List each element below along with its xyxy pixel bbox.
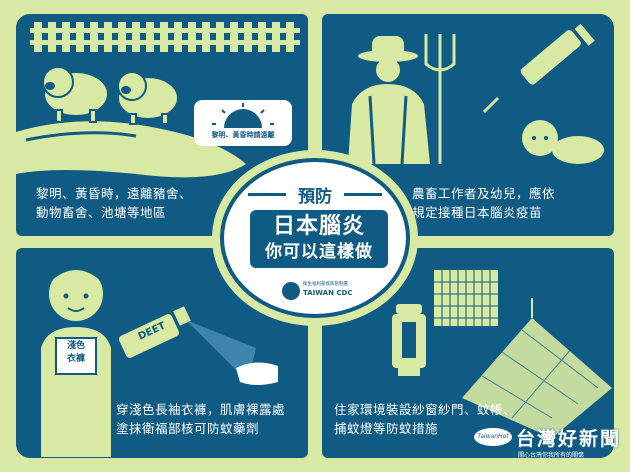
cdc-logo-icon <box>282 282 300 300</box>
baby <box>522 120 604 164</box>
window-screen-icon <box>434 270 498 326</box>
clothing-illustration <box>39 264 278 458</box>
pig-1 <box>42 66 109 123</box>
cdc-logo: 衛生福利部疾病管制署 TAIWAN CDC <box>282 280 358 306</box>
mosquito-net-icon <box>462 298 612 438</box>
pitchfork-icon <box>424 34 456 164</box>
pig-farm-illustration <box>16 22 300 178</box>
vaccination-illustration <box>348 23 604 165</box>
caption-line-2: 捕蚊燈等防蚊措施 <box>334 421 439 436</box>
caption-line-2: 規定接種日本腦炎疫苗 <box>412 205 543 220</box>
caption-line-1: 穿淺色長袖衣褲，肌膚裸露處 <box>116 402 286 417</box>
caption-line-1: 黎明、黃昏時，遠離豬舍、 <box>36 186 193 201</box>
watermark-subtitle: 關心台灣你我所有的關懷 <box>518 452 585 459</box>
home-protection-illustration <box>392 270 612 438</box>
time-warning-sign: 黎明、黃昏時請遠離 <box>194 100 292 146</box>
caption-vaccination: 農畜工作者及幼兒，應依 規定接種日本腦炎疫苗 <box>412 184 602 222</box>
syringe-icon <box>482 23 595 114</box>
org-name-en: TAIWAN CDC <box>303 289 353 297</box>
sunrise-icon <box>212 103 274 128</box>
shirt-label-line-2: 衣褲 <box>66 354 85 364</box>
shirt-label-line-1: 淺色 <box>66 341 85 351</box>
sign-text: 黎明、黃昏時請遠離 <box>211 131 275 139</box>
caption-line-2: 塗抹衛福部核可防蚊藥劑 <box>116 421 260 436</box>
caption-line-1: 住家環境裝設紗窗紗門、蚊帳、 <box>334 402 517 417</box>
subtitle: 你可以這樣做 <box>265 242 373 262</box>
watermark-logo: TaiwanHot <box>474 428 512 446</box>
watermark: TaiwanHot 台灣好新聞 關心台灣你我所有的關懷 <box>474 424 626 466</box>
watermark-title: 台灣好新聞 <box>516 428 622 450</box>
spray-bottle-icon <box>118 306 191 358</box>
prevent-heading: 預防 <box>298 187 332 207</box>
farmer <box>348 36 430 164</box>
caption-pig-farm: 黎明、黃昏時，遠離豬舍、 動物畜舍、池塘等地區 <box>36 184 266 222</box>
shirt-label: 淺色 衣褲 <box>60 340 92 366</box>
pig-2 <box>117 71 179 125</box>
caption-clothing: 穿淺色長袖衣褲，肌膚裸露處 塗抹衛福部核可防蚊藥劑 <box>116 400 306 438</box>
divider-left <box>248 193 286 196</box>
center-badge: 預防 日本腦炎 你可以這樣做 衛生福利部疾病管制署 TAIWAN CDC <box>212 150 418 326</box>
caption-line-2: 動物畜舍、池塘等地區 <box>36 205 167 220</box>
main-title: 日本腦炎 <box>272 214 365 239</box>
panel-vaccination: 農畜工作者及幼兒，應依 規定接種日本腦炎疫苗 <box>322 14 614 236</box>
divider-right <box>344 193 382 196</box>
center-badge-inner: 預防 日本腦炎 你可以這樣做 衛生福利部疾病管制署 TAIWAN CDC <box>220 158 410 318</box>
caption-home-protection: 住家環境裝設紗窗紗門、蚊帳、 捕蚊燈等防蚊措施 <box>334 400 574 438</box>
panel-home-protection: 住家環境裝設紗窗紗門、蚊帳、 捕蚊燈等防蚊措施 <box>322 248 614 458</box>
panel-pig-farm: 黎明、黃昏時請遠離 黎明、黃昏時，遠離豬舍、 動物畜舍、池塘等地區 <box>16 14 308 236</box>
caption-line-1: 農畜工作者及幼兒，應依 <box>412 186 556 201</box>
title-box: 日本腦炎 你可以這樣做 <box>250 210 388 268</box>
org-name: 衛生福利部疾病管制署 <box>303 282 348 287</box>
